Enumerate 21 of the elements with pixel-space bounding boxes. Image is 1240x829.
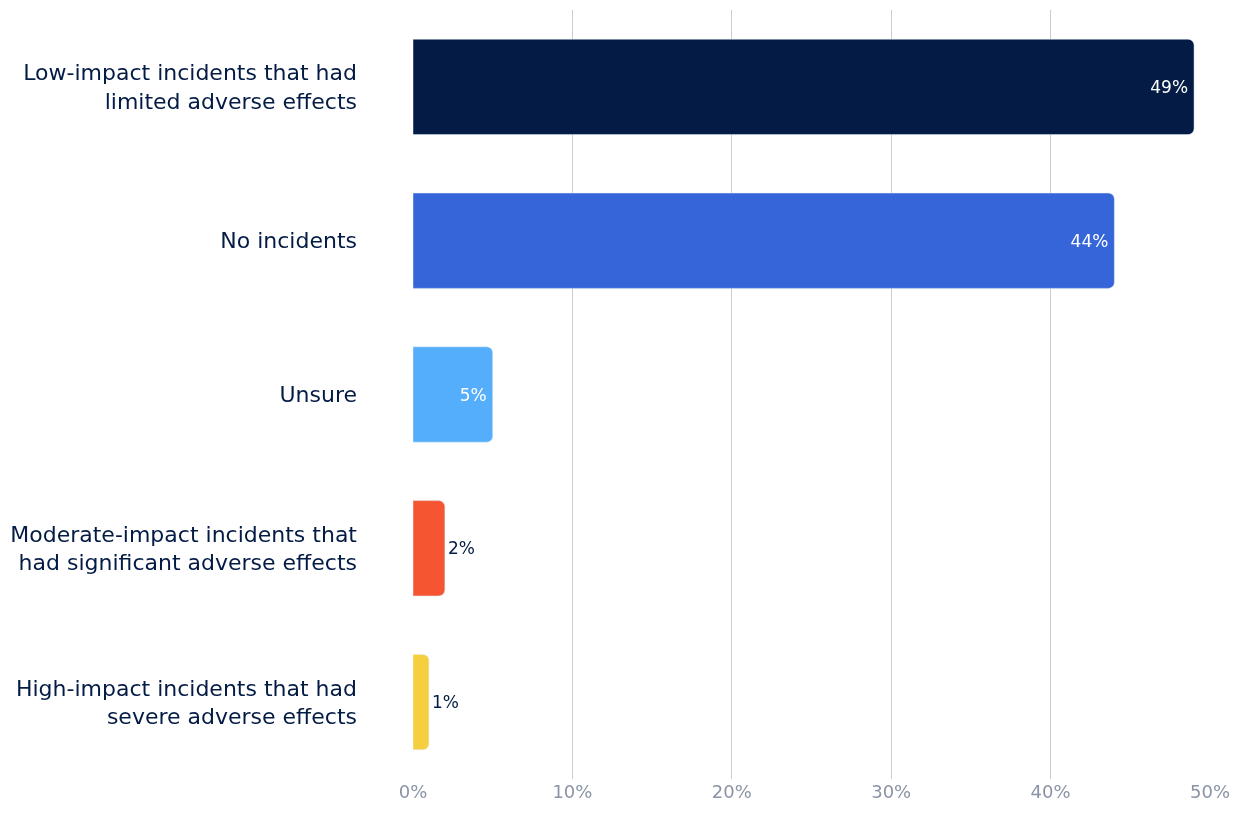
bar (413, 346, 493, 443)
data-label: 5% (459, 384, 487, 405)
data-label: 1% (431, 692, 459, 713)
x-tick-label: 50% (1189, 781, 1231, 802)
data-label: 2% (447, 538, 475, 559)
bar (413, 38, 1195, 135)
x-tick-label: 40% (1030, 781, 1071, 802)
x-tick-label: 20% (711, 781, 752, 802)
bar (413, 500, 446, 597)
y-tick-label: Unsure (279, 382, 357, 408)
y-tick-label: Low-impact incidents that had limited adverse effects (23, 60, 357, 114)
bar (413, 654, 430, 751)
x-tick-label: 0% (398, 781, 428, 802)
y-tick-label: Moderate-impact incidents that had significant adverse effects (10, 521, 358, 576)
x-tick-label: 30% (871, 781, 912, 802)
data-label: 49% (1150, 76, 1189, 97)
data-label: 44% (1070, 230, 1109, 251)
y-tick-label: High-impact incidents that had severe adverse effects (15, 675, 357, 730)
y-tick-label: No incidents (220, 228, 357, 254)
bar (413, 192, 1115, 289)
x-tick-label: 10% (552, 781, 593, 802)
